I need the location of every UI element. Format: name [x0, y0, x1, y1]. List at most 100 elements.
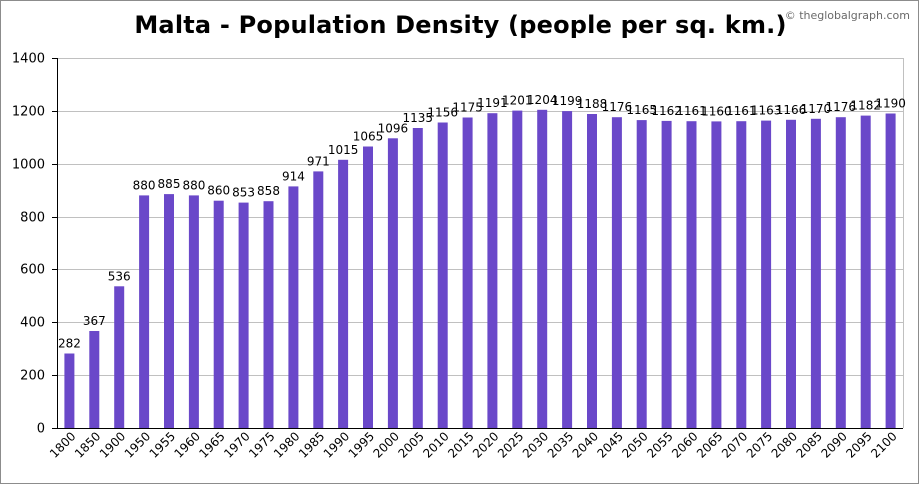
bar-2050	[636, 120, 647, 428]
x-tick-label: 1985	[296, 429, 327, 460]
data-label: 885	[158, 177, 181, 191]
data-label: 1176	[602, 100, 633, 114]
bar-2095	[860, 115, 871, 428]
data-label: 1175	[452, 101, 483, 115]
y-tick-label: 1400	[12, 52, 45, 67]
data-label: 880	[182, 178, 205, 192]
data-label: 1162	[651, 104, 682, 118]
x-tick-label: 2065	[694, 429, 725, 460]
data-label: 1166	[776, 103, 807, 117]
data-label: 858	[257, 184, 280, 198]
data-label: 1015	[328, 143, 359, 157]
bar-1950	[139, 195, 150, 428]
bar-1975	[263, 201, 274, 428]
y-tick-label: 600	[20, 263, 45, 278]
bar-1985	[313, 171, 324, 428]
data-label: 1204	[527, 93, 558, 107]
x-tick-label: 2045	[595, 429, 626, 460]
bar-2055	[661, 120, 672, 429]
data-label: 1065	[353, 130, 384, 144]
x-tick-label: 1995	[346, 429, 377, 460]
data-label: 1170	[801, 102, 832, 116]
data-label: 1161	[676, 104, 707, 118]
x-tick-label: 1955	[147, 429, 178, 460]
y-tick-label: 1200	[12, 105, 45, 120]
bar-1960	[188, 195, 199, 428]
x-tick-label: 2070	[719, 429, 750, 460]
credit-text: © theglobalgraph.com	[784, 9, 910, 22]
chart-title: Malta - Population Density (people per s…	[134, 11, 787, 39]
data-label: 971	[307, 154, 330, 168]
bar-2025	[512, 110, 523, 428]
bar-2100	[885, 113, 896, 428]
x-tick-label: 1970	[221, 429, 252, 460]
x-tick-label: 1850	[72, 429, 103, 460]
x-tick-label: 1965	[196, 429, 227, 460]
data-label: 1096	[378, 121, 409, 135]
data-label: 1176	[826, 100, 857, 114]
y-tick-label: 800	[20, 211, 45, 226]
y-tick-label: 400	[20, 316, 45, 331]
bar-2090	[835, 117, 846, 428]
x-tick-label: 2035	[545, 429, 576, 460]
bar-1800	[64, 353, 75, 428]
bar-2040	[587, 114, 597, 428]
x-tick-label: 2055	[644, 429, 675, 460]
bar-1850	[89, 331, 100, 428]
y-tick-label: 1000	[12, 158, 45, 173]
x-tick-label: 2095	[843, 429, 874, 460]
data-label: 1161	[726, 104, 757, 118]
x-tick-label: 2085	[794, 429, 825, 460]
data-label: 367	[83, 314, 106, 328]
x-tick-label: 2050	[619, 429, 650, 460]
data-label: 1165	[626, 103, 657, 117]
x-tick-label: 2020	[470, 429, 501, 460]
bar-2030	[537, 109, 548, 429]
data-label: 282	[58, 337, 81, 351]
x-tick-label: 1950	[122, 429, 153, 460]
data-label: 1135	[403, 111, 434, 125]
bar-2020	[487, 113, 498, 428]
bar-2070	[736, 121, 747, 428]
data-label: 860	[207, 184, 230, 198]
y-tick-label: 200	[20, 369, 45, 384]
x-tick-label: 1960	[172, 429, 203, 460]
x-tick-label: 2040	[570, 429, 601, 460]
data-label: 914	[282, 169, 305, 183]
x-tick-label: 2015	[445, 429, 476, 460]
bar-2015	[462, 117, 473, 428]
bar-2080	[786, 119, 796, 429]
x-tick-label: 2100	[868, 429, 899, 460]
bar-2000	[387, 138, 398, 429]
bar-2060	[686, 121, 697, 428]
bar-1990	[338, 159, 349, 429]
bar-2065	[711, 121, 722, 429]
x-tick-label: 2075	[744, 429, 775, 460]
bar-2010	[437, 122, 448, 428]
x-tick-label: 2005	[395, 429, 426, 460]
bar-1900	[114, 286, 125, 428]
x-tick-label: 2060	[669, 429, 700, 460]
data-label: 1182	[850, 99, 881, 113]
x-tick-label: 1800	[47, 429, 78, 460]
x-tick-label: 2010	[420, 429, 451, 460]
data-label: 1201	[502, 94, 533, 108]
bar-2045	[611, 117, 622, 428]
y-tick-label: 0	[37, 422, 45, 437]
bar-1955	[164, 194, 174, 428]
x-tick-label: 1990	[321, 429, 352, 460]
bar-2085	[810, 118, 821, 429]
data-label: 853	[232, 186, 255, 200]
x-tick-label: 1900	[97, 429, 128, 460]
data-label: 1199	[552, 94, 583, 108]
x-tick-label: 2090	[818, 429, 849, 460]
x-tick-label: 2000	[371, 429, 402, 460]
data-label: 536	[108, 269, 131, 283]
data-label: 1191	[477, 96, 508, 110]
bar-1980	[288, 186, 299, 428]
bar-1970	[238, 202, 249, 428]
x-tick-label: 1975	[246, 429, 277, 460]
x-tick-label: 2080	[769, 429, 800, 460]
data-label: 1160	[701, 104, 732, 118]
